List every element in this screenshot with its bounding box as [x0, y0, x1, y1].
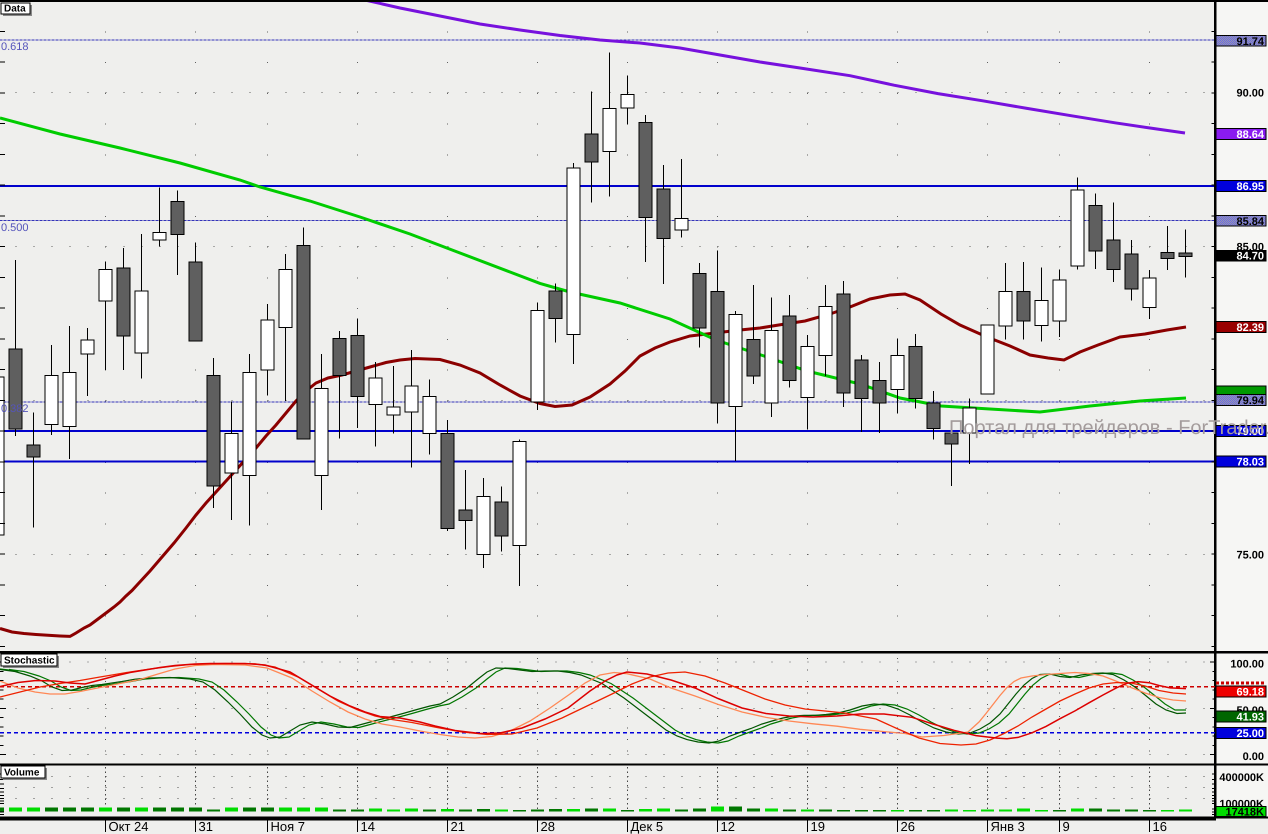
svg-text:79.00: 79.00	[1236, 426, 1264, 438]
svg-text:Дек 5: Дек 5	[631, 819, 664, 834]
svg-text:31: 31	[199, 819, 213, 834]
svg-text:0.382: 0.382	[1, 403, 29, 415]
svg-text:82.39: 82.39	[1236, 322, 1264, 334]
svg-text:Data: Data	[4, 4, 26, 15]
svg-text:28: 28	[541, 819, 555, 834]
svg-text:Портал для трейдеров - ForTrad: Портал для трейдеров - ForTrader.ru	[949, 417, 1268, 439]
svg-text:79.94: 79.94	[1236, 395, 1264, 407]
svg-text:84.70: 84.70	[1236, 251, 1264, 263]
svg-text:100.00: 100.00	[1230, 659, 1264, 671]
svg-text:86.95: 86.95	[1236, 181, 1264, 193]
svg-text:21: 21	[451, 819, 465, 834]
svg-text:0.618: 0.618	[1, 41, 29, 53]
svg-text:16: 16	[1153, 819, 1167, 834]
svg-text:90.00: 90.00	[1236, 88, 1264, 100]
svg-text:78.03: 78.03	[1236, 457, 1264, 469]
svg-text:Янв 3: Янв 3	[991, 819, 1025, 834]
svg-text:0.00: 0.00	[1243, 751, 1264, 763]
svg-text:400000K: 400000K	[1219, 772, 1264, 784]
svg-text:26: 26	[901, 819, 915, 834]
svg-text:0.500: 0.500	[1, 222, 29, 234]
svg-text:Stochastic: Stochastic	[4, 656, 55, 667]
svg-text:88.64: 88.64	[1236, 129, 1264, 141]
svg-text:41.93: 41.93	[1236, 712, 1264, 724]
svg-text:25.00: 25.00	[1236, 728, 1264, 740]
svg-text:Окт 24: Окт 24	[109, 819, 149, 834]
svg-text:91.74: 91.74	[1236, 36, 1264, 48]
svg-text:14: 14	[361, 819, 375, 834]
svg-text:75.00: 75.00	[1236, 550, 1264, 562]
svg-text:69.18: 69.18	[1236, 687, 1264, 699]
svg-text:9: 9	[1063, 819, 1070, 834]
svg-text:Volume: Volume	[4, 768, 40, 779]
svg-text:12: 12	[721, 819, 735, 834]
svg-text:Ноя 7: Ноя 7	[271, 819, 306, 834]
svg-text:19: 19	[811, 819, 825, 834]
svg-text:85.84: 85.84	[1236, 216, 1264, 228]
svg-text:17418K: 17418K	[1225, 807, 1264, 819]
